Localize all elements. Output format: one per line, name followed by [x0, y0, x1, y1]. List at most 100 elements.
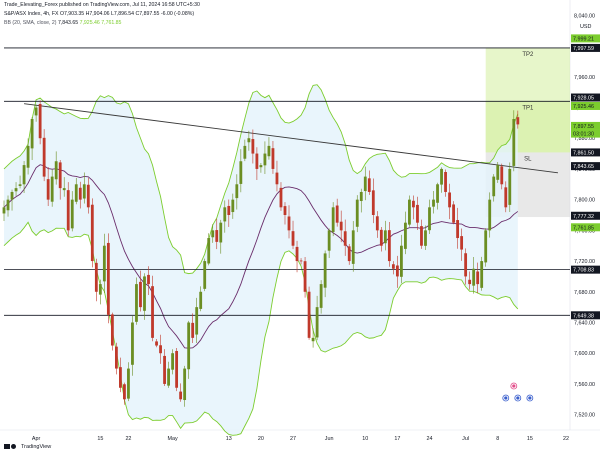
candle: [287, 205, 291, 239]
x-tick-label: 24: [427, 436, 433, 442]
band-fill: [4, 84, 518, 436]
price-tag-box: [571, 148, 600, 157]
candle-body: [259, 165, 263, 168]
candle-body: [335, 205, 339, 223]
candle: [323, 250, 327, 298]
price-tag-text: 7,925.46: [573, 104, 594, 110]
candle: [391, 261, 395, 275]
candle-body: [399, 245, 403, 277]
band-upper-line: [3, 84, 519, 275]
candle: [219, 219, 223, 254]
candle-body: [355, 199, 359, 227]
candle: [227, 199, 231, 227]
candle-body: [219, 222, 223, 243]
price-tag: 7,925.46: [571, 101, 600, 110]
candle: [424, 225, 427, 250]
candle: [355, 195, 359, 233]
candle-body: [508, 168, 512, 205]
candle-body: [175, 350, 179, 388]
candle-body: [404, 222, 407, 249]
candle: [98, 279, 102, 305]
candle-body: [159, 345, 162, 354]
candle: [70, 191, 74, 232]
candle-body: [512, 119, 516, 166]
currency-label: USD: [580, 24, 591, 30]
bb-basis-value: 7,843.65: [57, 20, 79, 26]
candle: [10, 189, 14, 211]
candle-body: [307, 291, 311, 338]
x-tick-label: 17: [394, 436, 400, 442]
price-tag-box: [571, 311, 600, 320]
candle: [183, 365, 187, 407]
candle: [440, 167, 443, 193]
candle: [199, 286, 203, 312]
candle: [102, 233, 106, 293]
y-tick-label: 8,040.00: [574, 13, 595, 19]
candle: [371, 178, 375, 224]
candle: [211, 224, 215, 243]
candle-body: [456, 220, 460, 239]
candle-body: [504, 187, 508, 208]
candle-body: [440, 168, 443, 185]
candle: [175, 347, 179, 392]
candle: [259, 162, 263, 173]
time-axis[interactable]: Apr 15 22 May 13 20 27 Jun 10 17 24 Jul 8 15 22: [32, 436, 569, 442]
candle: [255, 147, 259, 180]
price-tag-text: 03:01:30: [573, 132, 594, 138]
zone-tp1: [485, 101, 570, 153]
candle-body: [62, 188, 66, 191]
candle: [271, 140, 275, 174]
y-tick-label: 7,960.00: [574, 75, 595, 81]
bb-lower-value: 7,761.85: [101, 20, 122, 26]
candle-body: [359, 191, 363, 202]
candle: [179, 383, 183, 402]
candle: [327, 228, 331, 259]
candle: [508, 162, 512, 212]
candle-body: [191, 322, 195, 338]
price-tag: 7,897.55: [571, 121, 600, 130]
candle: [135, 277, 138, 325]
candle-body: [70, 199, 74, 229]
price-tags: 7,999.21 7,997.59 7,928.05 7,925.46 7,897.55…: [571, 34, 600, 320]
candle-body: [86, 184, 90, 208]
candle-body: [408, 199, 411, 225]
candle: [379, 226, 383, 252]
candle-body: [14, 188, 18, 192]
candle-body: [271, 148, 275, 169]
price-tag-text: 7,761.85: [573, 225, 594, 231]
candle-body: [375, 216, 379, 231]
candle: [94, 258, 98, 302]
candle-body: [187, 322, 191, 370]
candle: [480, 256, 484, 291]
candle: [14, 182, 18, 196]
candle-body: [239, 161, 243, 184]
candle-body: [135, 284, 138, 322]
price-tag-box: [571, 43, 600, 52]
candle: [163, 349, 166, 387]
price-tag-box: [571, 34, 600, 43]
brand-label: TradingView: [21, 443, 52, 450]
bollinger-bands: [3, 84, 519, 436]
candle: [367, 170, 371, 195]
candle: [399, 234, 403, 284]
candle: [143, 273, 146, 320]
candle-body: [339, 221, 343, 231]
event-markers[interactable]: [502, 382, 534, 402]
candle: [319, 280, 323, 314]
candle: [195, 297, 199, 343]
candle-body: [315, 307, 319, 338]
candle-body: [287, 216, 291, 231]
trendline[interactable]: [24, 103, 559, 174]
candle-body: [94, 262, 98, 292]
price-tag-text: 7,708.83: [573, 268, 594, 274]
candle-body: [516, 117, 520, 125]
candle: [468, 271, 472, 290]
candle-body: [131, 322, 134, 365]
candle-body: [26, 145, 30, 168]
candle: [18, 175, 22, 189]
candle: [456, 207, 460, 249]
candle-body: [199, 291, 203, 309]
candle-body: [472, 268, 476, 286]
candle: [62, 177, 66, 197]
